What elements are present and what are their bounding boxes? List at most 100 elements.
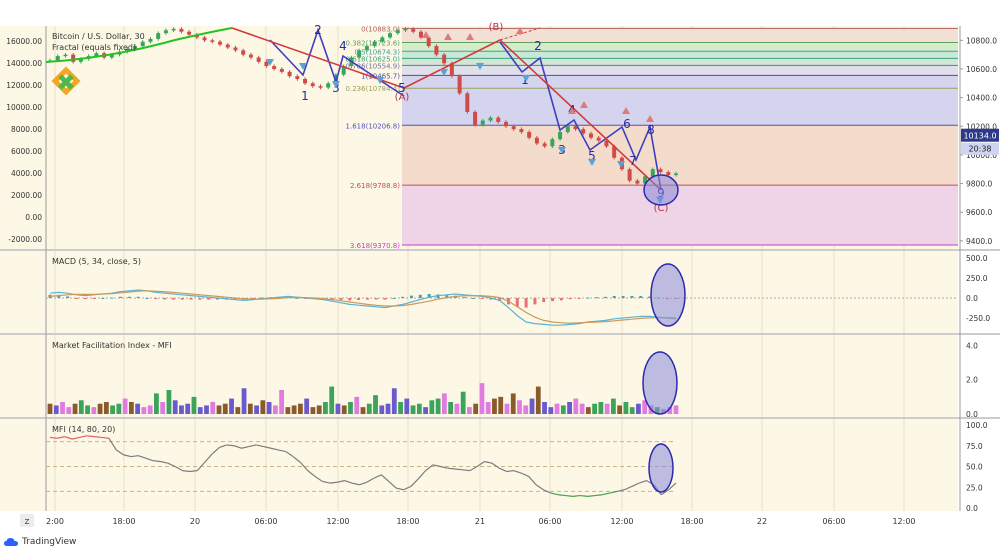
time-tick-label: 18:00 — [680, 517, 703, 526]
mfi-line-segment — [86, 435, 95, 438]
mfi-line-segment — [513, 470, 522, 474]
mfi-line-segment — [440, 465, 448, 469]
time-tick-label: 2:00 — [46, 517, 64, 526]
mfi-bw-bar — [348, 402, 353, 414]
mfi-tick: 0.0 — [966, 504, 978, 513]
mfi-line-segment — [624, 485, 633, 491]
wave-label: 2 — [534, 39, 542, 53]
mfi-line-segment — [602, 492, 610, 496]
macd-hist-bar — [542, 298, 546, 302]
mfi-bw-bar — [128, 402, 134, 414]
candle-body — [473, 111, 478, 125]
bw-mfi-tick: 0.0 — [966, 410, 978, 419]
mfi-line-segment — [270, 447, 279, 451]
mfi-line-segment — [344, 480, 353, 484]
countdown-label: 20:38 — [968, 145, 991, 154]
macd-hist-bar — [392, 298, 396, 299]
macd-hist-bar — [339, 298, 343, 300]
macd-hist-bar — [198, 298, 202, 300]
mfi-bw-bar — [460, 391, 466, 414]
candle-body — [496, 117, 501, 122]
macd-hist-bar — [445, 295, 449, 298]
mfi-bw-bar — [560, 405, 566, 414]
macd-hist-bar — [260, 297, 264, 299]
mfi-line-segment — [558, 494, 566, 497]
wave-label: 1 — [301, 89, 309, 103]
mfi-bw-bar — [435, 398, 441, 414]
fib-band — [402, 58, 958, 66]
candle-body — [364, 46, 369, 51]
timezone-label: Z — [25, 518, 30, 526]
candle-body — [272, 66, 277, 69]
time-tick-label: 22 — [757, 517, 767, 526]
macd-title: MACD (5, 34, close, 5) — [52, 257, 141, 266]
candle-body — [163, 30, 168, 34]
mfi-bw-bar — [47, 403, 53, 414]
mfi-bw-bar — [416, 403, 422, 414]
mfi-bw-bar — [385, 403, 391, 414]
mfi-bw-bar — [479, 383, 485, 414]
fractal-up-arrow — [622, 107, 630, 114]
candle-body — [658, 169, 663, 173]
candle-body — [588, 133, 593, 138]
left-price-tick: -2000.00 — [8, 235, 42, 244]
candle-body — [581, 129, 586, 134]
mfi-bw-bar — [548, 407, 554, 414]
mfi-bw-bar — [85, 405, 90, 414]
fractal-down-arrow — [476, 63, 484, 70]
mfi-bw-bar — [354, 396, 360, 414]
mfi-bw-bar — [510, 393, 516, 414]
candle-body — [287, 71, 292, 77]
candle-body — [442, 54, 447, 64]
mfi-line-segment — [167, 462, 176, 468]
mfi-line-segment — [447, 467, 456, 470]
candle-body — [241, 50, 246, 55]
countdown-badge — [961, 142, 999, 155]
candle-body — [179, 28, 184, 32]
mfi-bw-bar — [72, 403, 78, 414]
macd-hist-bar — [154, 298, 158, 300]
mfi-line-segment — [506, 470, 515, 473]
time-tick-label: 06:00 — [254, 517, 277, 526]
candle-body — [612, 146, 617, 158]
mfi-bw-bar — [266, 402, 272, 414]
mfi-bw-bar — [592, 403, 598, 414]
fib-level-label: 0.618(10625.0) — [346, 55, 401, 63]
bw-mfi-tick: 2.0 — [966, 376, 978, 385]
macd-hist-bar — [462, 297, 466, 299]
price-left-axis-bg — [0, 26, 46, 249]
macd-hist-bar — [295, 297, 299, 299]
mfi-tick: 75.0 — [966, 442, 983, 451]
fib-level-label: 1.618(10206.8) — [346, 122, 401, 130]
wave-label: 8 — [647, 123, 655, 137]
mfi-line-segment — [211, 446, 220, 455]
time-tick-label: 20 — [190, 517, 200, 526]
fractal-up-arrow — [444, 33, 452, 40]
fib-level-label: 3.618(9370.8) — [350, 242, 400, 250]
mfi-bw-bar — [323, 402, 328, 414]
mfi-line-segment — [528, 476, 537, 486]
right-price-tick: 9800.0 — [966, 180, 992, 189]
mfi-bw-bar — [391, 388, 397, 414]
mfi-line-segment — [462, 469, 470, 472]
right-price-tick: 10200.0 — [966, 122, 997, 131]
mfi-line-segment — [241, 445, 249, 449]
bwmfi-right-axis-bg — [960, 335, 1000, 417]
mfi-line-segment — [71, 436, 80, 440]
mfi-line-segment — [233, 445, 242, 449]
mfi-line-segment — [79, 435, 87, 439]
macd-hist-bar — [374, 298, 378, 300]
candle-body — [380, 37, 385, 42]
candle-body — [558, 131, 563, 140]
macd-hist-bar — [171, 298, 175, 300]
fractal-up-arrow — [580, 101, 588, 108]
wave-label: 2 — [314, 23, 322, 37]
footer-brand[interactable]: TradingView — [4, 534, 76, 550]
mfi-line-segment — [123, 454, 132, 458]
mfi-bw-bar — [135, 403, 141, 414]
mfi-bw-bar — [191, 396, 197, 414]
candle-body — [264, 61, 269, 67]
candle-body — [643, 176, 648, 184]
time-axis-bg — [0, 511, 1000, 533]
